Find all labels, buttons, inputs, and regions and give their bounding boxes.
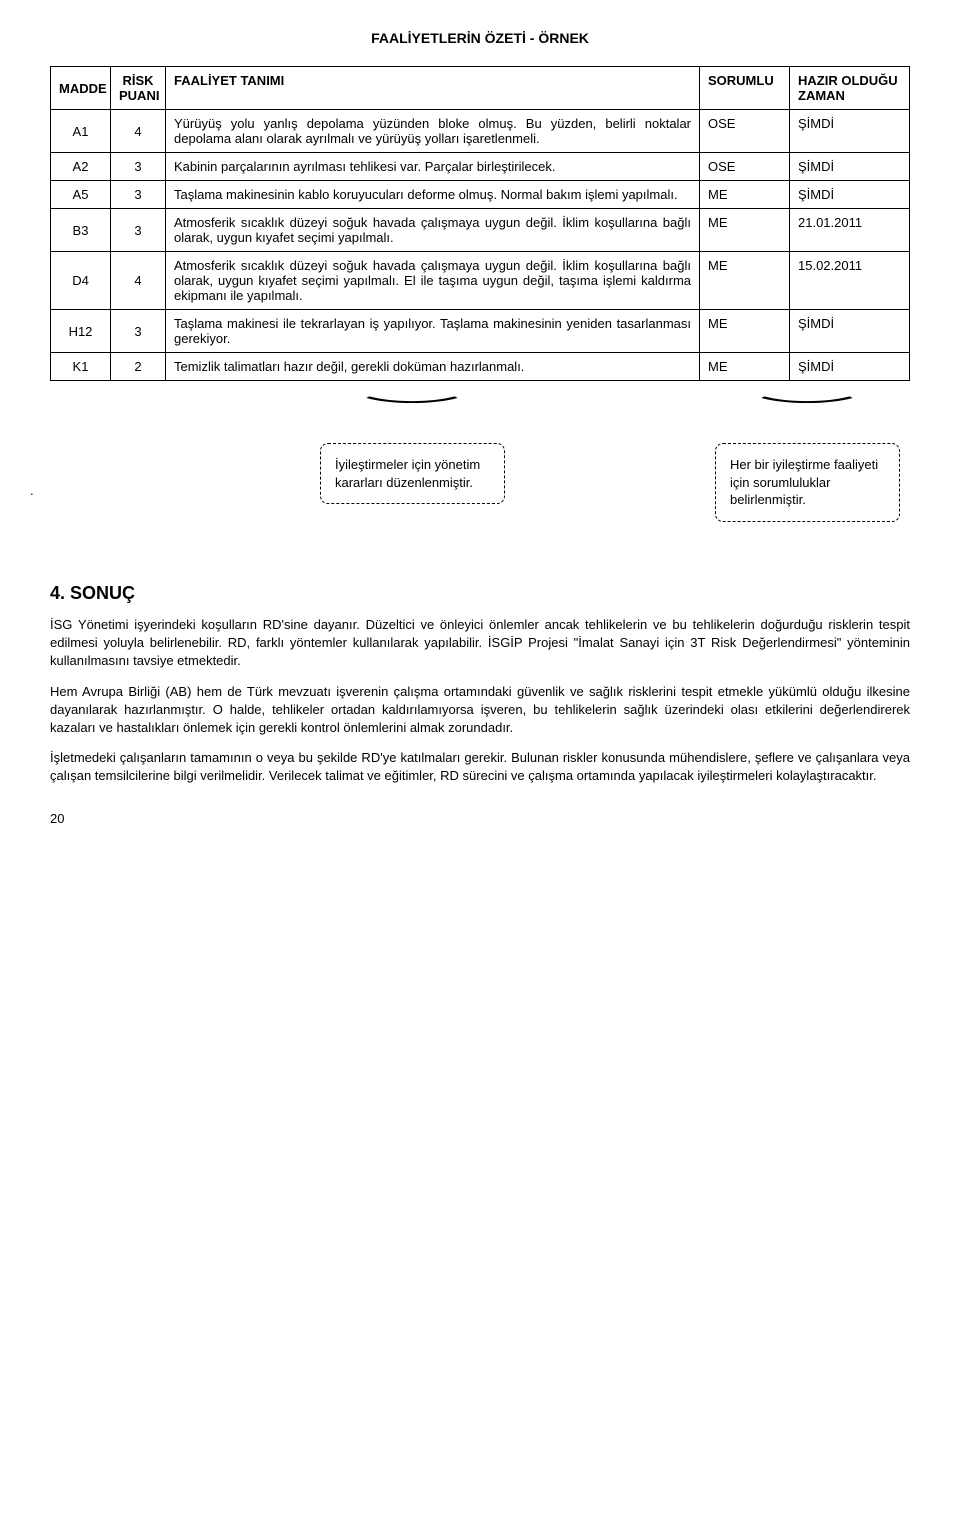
cell-madde: B3 bbox=[51, 209, 111, 252]
cell-risk: 3 bbox=[111, 181, 166, 209]
cell-madde: A5 bbox=[51, 181, 111, 209]
body-paragraph: İSG Yönetimi işyerindeki koşulların RD's… bbox=[50, 616, 910, 671]
cell-risk: 3 bbox=[111, 153, 166, 181]
cell-tanim: Yürüyüş yolu yanlış depolama yüzünden bl… bbox=[166, 110, 700, 153]
stray-dot: . bbox=[30, 483, 34, 498]
cell-madde: K1 bbox=[51, 353, 111, 381]
cell-risk: 3 bbox=[111, 209, 166, 252]
cell-madde: A1 bbox=[51, 110, 111, 153]
table-row: A5 3 Taşlama makinesinin kablo koruyucul… bbox=[51, 181, 910, 209]
callout-left-wrapper: ︶ İyileştirmeler için yönetim kararları … bbox=[320, 393, 505, 553]
table-row: A2 3 Kabinin parçalarının ayrılması tehl… bbox=[51, 153, 910, 181]
col-header-risk: RİSK PUANI bbox=[111, 67, 166, 110]
cell-zaman: ŞİMDİ bbox=[790, 110, 910, 153]
brace-icon: ︶ bbox=[364, 396, 460, 422]
cell-zaman: ŞİMDİ bbox=[790, 181, 910, 209]
cell-madde: D4 bbox=[51, 252, 111, 310]
cell-risk: 4 bbox=[111, 252, 166, 310]
table-row: H12 3 Taşlama makinesi ile tekrarlayan i… bbox=[51, 310, 910, 353]
cell-tanim: Temizlik talimatları hazır değil, gerekl… bbox=[166, 353, 700, 381]
col-header-sorumlu: SORUMLU bbox=[700, 67, 790, 110]
cell-tanim: Taşlama makinesinin kablo koruyucuları d… bbox=[166, 181, 700, 209]
brace-icon: ︶ bbox=[759, 396, 855, 422]
cell-zaman: 15.02.2011 bbox=[790, 252, 910, 310]
cell-sorumlu: ME bbox=[700, 252, 790, 310]
body-paragraph: Hem Avrupa Birliği (AB) hem de Türk mevz… bbox=[50, 683, 910, 738]
page-number: 20 bbox=[50, 811, 64, 826]
cell-risk: 3 bbox=[111, 310, 166, 353]
table-row: B3 3 Atmosferik sıcaklık düzeyi soğuk ha… bbox=[51, 209, 910, 252]
callout-box-right: Her bir iyileştirme faaliyeti için sorum… bbox=[715, 443, 900, 522]
page-title: FAALİYETLERİN ÖZETİ - ÖRNEK bbox=[50, 30, 910, 46]
table-row: D4 4 Atmosferik sıcaklık düzeyi soğuk ha… bbox=[51, 252, 910, 310]
col-header-zaman: HAZIR OLDUĞU ZAMAN bbox=[790, 67, 910, 110]
cell-risk: 4 bbox=[111, 110, 166, 153]
cell-tanim: Taşlama makinesi ile tekrarlayan iş yapı… bbox=[166, 310, 700, 353]
document-page: FAALİYETLERİN ÖZETİ - ÖRNEK MADDE RİSK P… bbox=[0, 0, 960, 838]
cell-tanim: Kabinin parçalarının ayrılması tehlikesi… bbox=[166, 153, 700, 181]
cell-zaman: ŞİMDİ bbox=[790, 153, 910, 181]
cell-sorumlu: ME bbox=[700, 353, 790, 381]
cell-tanim: Atmosferik sıcaklık düzeyi soğuk havada … bbox=[166, 209, 700, 252]
table-header-row: MADDE RİSK PUANI FAALİYET TANIMI SORUMLU… bbox=[51, 67, 910, 110]
cell-zaman: 21.01.2011 bbox=[790, 209, 910, 252]
cell-risk: 2 bbox=[111, 353, 166, 381]
cell-sorumlu: ME bbox=[700, 209, 790, 252]
callout-right-wrapper: ︶ Her bir iyileştirme faaliyeti için sor… bbox=[715, 393, 900, 553]
cell-sorumlu: ME bbox=[700, 310, 790, 353]
callouts-row: . ︶ İyileştirmeler için yönetim kararlar… bbox=[50, 393, 910, 553]
cell-madde: A2 bbox=[51, 153, 111, 181]
section-heading: 4. SONUÇ bbox=[50, 583, 910, 604]
col-header-tanim: FAALİYET TANIMI bbox=[166, 67, 700, 110]
body-paragraph: İşletmedeki çalışanların tamamının o vey… bbox=[50, 749, 910, 785]
summary-table: MADDE RİSK PUANI FAALİYET TANIMI SORUMLU… bbox=[50, 66, 910, 381]
cell-tanim: Atmosferik sıcaklık düzeyi soğuk havada … bbox=[166, 252, 700, 310]
table-row: A1 4 Yürüyüş yolu yanlış depolama yüzünd… bbox=[51, 110, 910, 153]
cell-sorumlu: ME bbox=[700, 181, 790, 209]
col-header-madde: MADDE bbox=[51, 67, 111, 110]
cell-madde: H12 bbox=[51, 310, 111, 353]
cell-sorumlu: OSE bbox=[700, 110, 790, 153]
cell-sorumlu: OSE bbox=[700, 153, 790, 181]
cell-zaman: ŞİMDİ bbox=[790, 310, 910, 353]
table-row: K1 2 Temizlik talimatları hazır değil, g… bbox=[51, 353, 910, 381]
callout-box-left: İyileştirmeler için yönetim kararları dü… bbox=[320, 443, 505, 504]
cell-zaman: ŞİMDİ bbox=[790, 353, 910, 381]
